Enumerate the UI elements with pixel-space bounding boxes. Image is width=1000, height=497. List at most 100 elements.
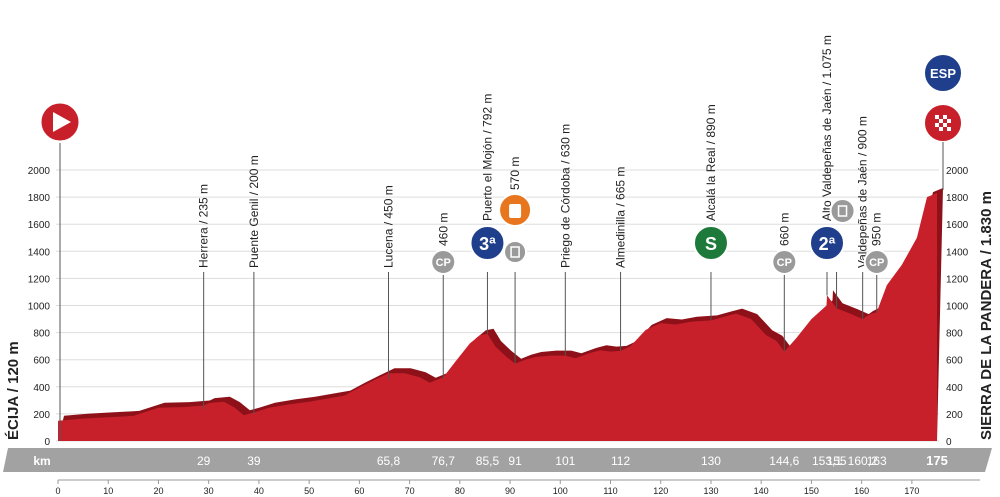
y-tick-label-right: 1400 bbox=[946, 247, 969, 258]
x-tick-label: 110 bbox=[603, 486, 617, 496]
climb-point-icon-label: CP bbox=[869, 257, 884, 269]
x-tick-label: 90 bbox=[505, 486, 515, 496]
x-tick-label: 80 bbox=[455, 486, 465, 496]
marker-label: 950 m bbox=[870, 213, 884, 246]
y-tick-label-right: 1800 bbox=[946, 193, 969, 204]
litter-zone-icon-bin bbox=[837, 205, 848, 217]
start-icon-arrow bbox=[53, 112, 71, 132]
x-tick-label: 100 bbox=[553, 486, 568, 496]
special-category-climb-icon bbox=[923, 53, 963, 93]
marker-label: Lucena / 450 m bbox=[382, 185, 396, 268]
climb-point-icon-label: CP bbox=[777, 257, 792, 269]
x-tick-label: 120 bbox=[653, 486, 668, 496]
marker-label: 660 m bbox=[777, 213, 791, 246]
y-tick-label-left: 1600 bbox=[28, 220, 51, 231]
marker-label: Alto Valdepeñas de Jaén / 1.075 m bbox=[820, 35, 834, 221]
elevation-profile bbox=[58, 188, 943, 441]
y-tick-label-right: 0 bbox=[946, 437, 952, 448]
y-tick-label-left: 800 bbox=[33, 329, 50, 340]
finish-icon-check bbox=[947, 127, 951, 131]
finish-icon-check bbox=[943, 123, 947, 127]
marker-label: Priego de Córdoba / 630 m bbox=[558, 124, 572, 268]
km-bar-background bbox=[3, 448, 992, 472]
y-tick-label-right: 600 bbox=[946, 356, 963, 367]
x-tick-label: 20 bbox=[153, 486, 163, 496]
y-tick-label-left: 1200 bbox=[28, 274, 51, 285]
km-point-label: 160,2 bbox=[848, 454, 878, 468]
km-point-label: 144,6 bbox=[769, 454, 799, 468]
x-tick-label: 40 bbox=[254, 486, 264, 496]
km-point-label: 85,5 bbox=[476, 454, 500, 468]
km-bar: km 29 39 65,8 76,7 85,5 91 101 112 130 144,6 153,1 1… bbox=[3, 448, 992, 472]
finish-icon-check bbox=[947, 119, 951, 123]
km-point-label: 175 bbox=[926, 453, 948, 468]
finish-icon-check bbox=[935, 123, 939, 127]
km-point-label: 112 bbox=[611, 454, 630, 468]
y-tick-label-right: 800 bbox=[946, 329, 963, 340]
marker-label: Alcalá la Real / 890 m bbox=[704, 104, 718, 221]
finish-icon-check bbox=[939, 119, 943, 123]
x-tick-label: 60 bbox=[354, 486, 364, 496]
second-category-climb-icon bbox=[808, 225, 845, 261]
km-point-label: 163 bbox=[867, 454, 887, 468]
x-tick-label: 170 bbox=[904, 486, 919, 496]
special-category-climb-label: ESP bbox=[930, 66, 956, 81]
finish-town-label: SIERRA DE LA PANDERA / 1.830 m bbox=[978, 191, 995, 440]
km-point-label: 65,8 bbox=[377, 454, 401, 468]
marker-label: Puente Genil / 200 m bbox=[247, 155, 261, 268]
y-tick-label-right: 400 bbox=[946, 383, 963, 394]
marker-label: Herrera / 235 m bbox=[197, 184, 211, 268]
x-tick-label: 30 bbox=[204, 486, 214, 496]
finish-icon-check bbox=[943, 115, 947, 119]
marker-label: Valdepeñas de Jaén / 900 m bbox=[856, 116, 870, 268]
litter-zone-icon-bin bbox=[510, 246, 520, 258]
marker-label: 460 m bbox=[436, 213, 450, 246]
x-tick-label: 160 bbox=[854, 486, 869, 496]
profile-area bbox=[58, 193, 937, 441]
x-tick-label: 70 bbox=[405, 486, 415, 496]
km-point-label: 91 bbox=[508, 454, 522, 468]
climb-category-label: 3ª bbox=[479, 234, 496, 254]
marker-label: Puerto el Mojón / 792 m bbox=[480, 94, 494, 221]
climb-point-icon-label: CP bbox=[436, 257, 451, 269]
km-point-label: 39 bbox=[247, 454, 261, 468]
x-tick-label: 10 bbox=[103, 486, 113, 496]
km-point-label: 29 bbox=[197, 454, 211, 468]
y-tick-label-right: 200 bbox=[946, 410, 963, 421]
km-point-label: 130 bbox=[701, 454, 721, 468]
y-tick-label-left: 400 bbox=[33, 383, 50, 394]
sprint-icon-label: S bbox=[705, 234, 717, 254]
litter-zone-icon bbox=[829, 198, 856, 224]
climb-point-icon bbox=[430, 249, 457, 275]
finish-icon-check bbox=[935, 115, 939, 119]
y-tick-label-right: 1200 bbox=[946, 274, 969, 285]
km-point-label: 101 bbox=[555, 454, 575, 468]
litter-zone-icon bbox=[503, 240, 528, 264]
y-tick-label-right: 1000 bbox=[946, 302, 969, 313]
climb-point-icon bbox=[863, 249, 890, 275]
y-tick-label-right: 2000 bbox=[946, 166, 969, 177]
y-tick-label-left: 200 bbox=[33, 410, 50, 421]
feed-zone-icon-bottle bbox=[509, 204, 522, 218]
x-tick-label: 130 bbox=[703, 486, 718, 496]
y-tick-label-right: 1600 bbox=[946, 220, 969, 231]
x-tick-label: 50 bbox=[304, 486, 314, 496]
x-tick-label: 0 bbox=[55, 486, 60, 496]
km-point-label: 76,7 bbox=[432, 454, 456, 468]
start-town-label: ÉCIJA / 120 m bbox=[5, 341, 22, 440]
y-tick-label-left: 1400 bbox=[28, 247, 51, 258]
y-tick-label-left: 0 bbox=[44, 437, 50, 448]
climb-point-icon bbox=[771, 249, 798, 275]
finish-icon-check bbox=[939, 127, 943, 131]
third-category-climb-icon bbox=[469, 225, 506, 261]
edge-labels: ÉCIJA / 120 m SIERRA DE LA PANDERA / 1.83… bbox=[5, 191, 995, 440]
route-markers: Herrera / 235 m Puente Genil / 200 m Lucen… bbox=[38, 35, 963, 441]
y-tick-label-left: 2000 bbox=[28, 166, 51, 177]
y-tick-label-left: 1800 bbox=[28, 193, 51, 204]
marker-label: 570 m bbox=[508, 157, 522, 190]
km-bar-unit: km bbox=[33, 454, 50, 468]
km-point-label: 153,1 bbox=[812, 454, 842, 468]
y-tick-label-left: 600 bbox=[33, 356, 50, 367]
